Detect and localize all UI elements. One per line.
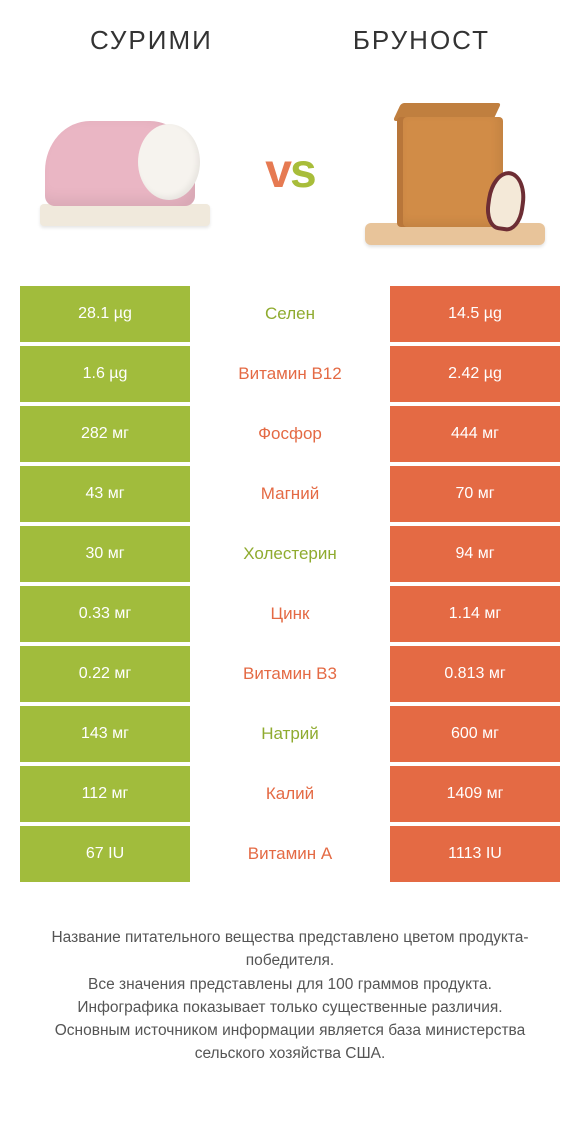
cell-left: 1.6 µg bbox=[20, 346, 190, 402]
title-left: Сурими bbox=[90, 25, 213, 56]
cell-right: 94 мг bbox=[390, 526, 560, 582]
title-right: Бруност bbox=[353, 25, 490, 56]
cell-right: 1409 мг bbox=[390, 766, 560, 822]
cell-label: Витамин A bbox=[190, 826, 390, 882]
surimi-image bbox=[30, 91, 220, 251]
cell-left: 0.22 мг bbox=[20, 646, 190, 702]
cell-right: 70 мг bbox=[390, 466, 560, 522]
table-row: 67 IUВитамин A1113 IU bbox=[20, 826, 560, 882]
brunost-image bbox=[360, 91, 550, 251]
cell-left: 143 мг bbox=[20, 706, 190, 762]
cell-left: 30 мг bbox=[20, 526, 190, 582]
table-row: 282 мгФосфор444 мг bbox=[20, 406, 560, 462]
cell-right: 14.5 µg bbox=[390, 286, 560, 342]
table-row: 0.33 мгЦинк1.14 мг bbox=[20, 586, 560, 642]
cell-right: 0.813 мг bbox=[390, 646, 560, 702]
cell-label: Фосфор bbox=[190, 406, 390, 462]
table-row: 112 мгКалий1409 мг bbox=[20, 766, 560, 822]
cell-left: 0.33 мг bbox=[20, 586, 190, 642]
cell-label: Витамин B12 bbox=[190, 346, 390, 402]
cell-left: 112 мг bbox=[20, 766, 190, 822]
table-row: 28.1 µgСелен14.5 µg bbox=[20, 286, 560, 342]
cell-label: Холестерин bbox=[190, 526, 390, 582]
vs-label: vs bbox=[265, 144, 314, 199]
cell-label: Цинк bbox=[190, 586, 390, 642]
cell-right: 1.14 мг bbox=[390, 586, 560, 642]
cell-label: Магний bbox=[190, 466, 390, 522]
cell-left: 67 IU bbox=[20, 826, 190, 882]
hero: vs bbox=[0, 66, 580, 286]
table-row: 30 мгХолестерин94 мг bbox=[20, 526, 560, 582]
comparison-table: 28.1 µgСелен14.5 µg1.6 µgВитамин B122.42… bbox=[0, 286, 580, 882]
footer-note: Название питательного вещества представл… bbox=[0, 886, 580, 1066]
cell-right: 444 мг bbox=[390, 406, 560, 462]
table-row: 0.22 мгВитамин B30.813 мг bbox=[20, 646, 560, 702]
cell-right: 2.42 µg bbox=[390, 346, 560, 402]
header: Сурими Бруност bbox=[0, 0, 580, 66]
cell-right: 1113 IU bbox=[390, 826, 560, 882]
table-row: 143 мгНатрий600 мг bbox=[20, 706, 560, 762]
cell-left: 28.1 µg bbox=[20, 286, 190, 342]
cell-left: 282 мг bbox=[20, 406, 190, 462]
cell-label: Витамин B3 bbox=[190, 646, 390, 702]
cell-label: Натрий bbox=[190, 706, 390, 762]
table-row: 1.6 µgВитамин B122.42 µg bbox=[20, 346, 560, 402]
cell-label: Калий bbox=[190, 766, 390, 822]
cell-right: 600 мг bbox=[390, 706, 560, 762]
cell-label: Селен bbox=[190, 286, 390, 342]
cell-left: 43 мг bbox=[20, 466, 190, 522]
table-row: 43 мгМагний70 мг bbox=[20, 466, 560, 522]
